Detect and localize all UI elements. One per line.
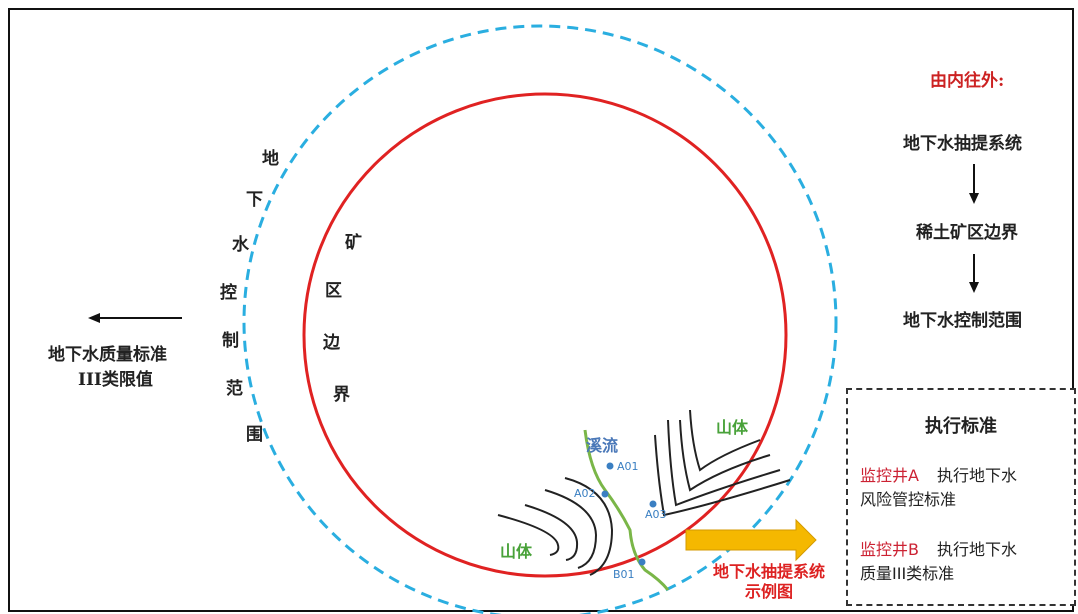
gw-control-char-4: 控 xyxy=(220,283,237,303)
stream-line xyxy=(583,429,670,591)
station-label-a01: A01 xyxy=(617,460,639,473)
station-dot-a01 xyxy=(606,462,614,470)
flow-step-2: 稀土矿区边界 xyxy=(916,223,1018,243)
well-b-text-1: 执行地下水 xyxy=(936,540,1017,559)
gw-control-char-3: 水 xyxy=(232,235,249,255)
example-caption-line-2: 示例图 xyxy=(744,582,793,601)
standards-box: 执行标准 监控井A 执行地下水 风险管控标准 监控井B 执行地下水 质量III类标准 xyxy=(846,388,1076,606)
diagram-frame xyxy=(8,8,1074,612)
station-dot-b01 xyxy=(638,558,646,566)
gw-control-char-7: 围 xyxy=(246,425,263,445)
gw-control-char-5: 制 xyxy=(222,331,239,351)
flow-step-3: 地下水控制范围 xyxy=(903,311,1022,331)
mine-boundary-char-4: 界 xyxy=(333,385,350,405)
well-a-line-1: 监控井A 执行地下水 xyxy=(860,462,1017,486)
standards-title: 执行标准 xyxy=(925,416,997,437)
mine-boundary-char-3: 边 xyxy=(323,333,340,353)
mountain-label-left: 山体 xyxy=(500,542,533,561)
mine-boundary-char-2: 区 xyxy=(325,281,342,301)
mountain-contours-right xyxy=(654,409,791,517)
stream-label: 溪流 xyxy=(586,436,619,455)
well-b-text-2: 质量III类标准 xyxy=(860,564,955,583)
example-arrow xyxy=(685,518,817,562)
station-label-a03: A03 xyxy=(645,508,667,521)
groundwater-control-circle xyxy=(242,24,838,614)
gw-control-char-1: 地 xyxy=(262,149,279,169)
left-legend-line-1: 地下水质量标准 xyxy=(48,345,167,365)
flow-arrow-2 xyxy=(969,254,979,293)
well-a-text-2: 风险管控标准 xyxy=(860,490,957,509)
flow-arrow-1 xyxy=(969,164,979,204)
flow-step-1: 地下水抽提系统 xyxy=(903,134,1022,154)
example-caption-line-1: 地下水抽提系统 xyxy=(712,562,825,581)
mine-boundary-char-1: 矿 xyxy=(345,233,362,253)
well-b-name: 监控井B xyxy=(860,540,919,559)
example-caption: 地下水抽提系统 示例图 xyxy=(694,562,844,602)
station-label-a02: A02 xyxy=(574,487,596,500)
station-dot-a02 xyxy=(601,490,609,498)
gw-control-char-6: 范 xyxy=(226,379,243,399)
station-label-b01: B01 xyxy=(613,568,635,581)
well-a-text-1: 执行地下水 xyxy=(936,466,1017,485)
mountain-contours-left xyxy=(497,477,614,576)
mountain-label-right: 山体 xyxy=(716,418,749,437)
well-b-line-1: 监控井B 执行地下水 xyxy=(860,536,1017,560)
flow-title: 由内往外: xyxy=(930,71,1005,91)
left-arrow xyxy=(88,313,182,323)
mine-boundary-circle xyxy=(302,92,788,578)
station-dot-a03 xyxy=(649,500,657,508)
gw-control-char-2: 下 xyxy=(246,190,263,210)
well-a-name: 监控井A xyxy=(860,466,919,485)
left-legend-line-2: III类限值 xyxy=(78,370,153,390)
